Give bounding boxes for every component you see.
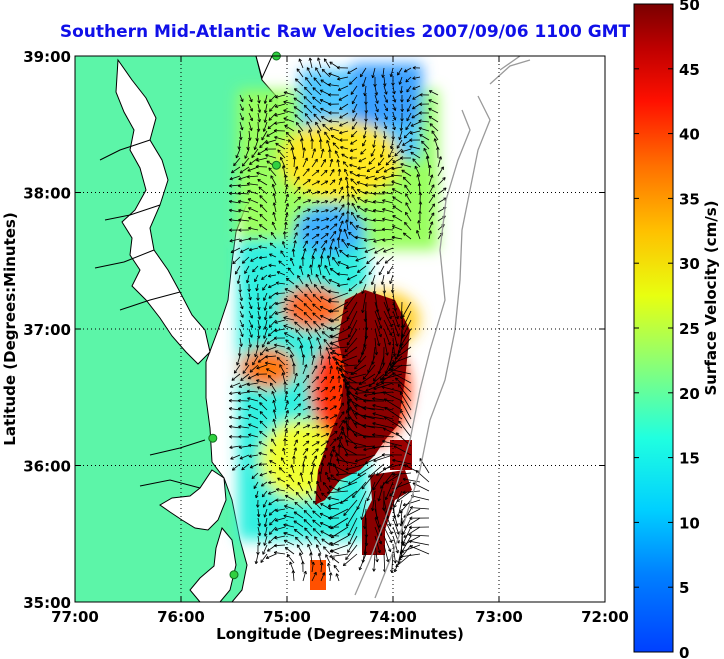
colorbar-tick-label: 5: [679, 579, 689, 597]
colorbar-tick-label: 40: [679, 126, 700, 144]
y-tick-label: 39:00: [23, 48, 71, 66]
colorbar-tick-label: 15: [679, 450, 700, 468]
colorbar-tick-label: 30: [679, 255, 700, 273]
x-tick-label: 76:00: [157, 608, 205, 626]
y-tick-label: 36:00: [23, 458, 71, 476]
x-tick-label: 73:00: [475, 608, 523, 626]
y-tick-label: 37:00: [23, 321, 71, 339]
bays: [115, 56, 273, 602]
y-tick-label: 35:00: [23, 594, 71, 612]
colorbar-label: Surface Velocity (cm/s): [702, 200, 720, 395]
map-grid: [75, 56, 605, 602]
x-tick-label: 77:00: [51, 608, 99, 626]
colorbar-tick-label: 35: [679, 190, 700, 208]
colorbar-tick-label: 45: [679, 61, 700, 79]
colorbar-tick-label: 50: [679, 0, 700, 14]
y-axis-label: Latitude (Degrees:Minutes): [1, 212, 19, 445]
colorbar-tick-label: 0: [679, 644, 689, 659]
pamlico-sound: [189, 526, 237, 602]
y-tick-label: 38:00: [23, 185, 71, 203]
radar-station-marker: [208, 433, 218, 443]
colorbar-tick-label: 25: [679, 320, 700, 338]
albemarle-sound: [159, 469, 227, 531]
colorbar-tick-label: 10: [679, 514, 700, 532]
x-axis-label: Longitude (Degrees:Minutes): [216, 625, 464, 643]
x-tick-label: 75:00: [263, 608, 311, 626]
delaware-bay: [255, 56, 273, 80]
x-axis-ticks: 77:00 76:00 75:00 74:00 73:00 72:00: [51, 56, 629, 626]
colorbar-ramp: [633, 3, 674, 653]
x-tick-label: 74:00: [369, 608, 417, 626]
rivers: [94, 139, 206, 489]
radar-station-marker: [271, 160, 281, 170]
y-axis-ticks: 39:00 38:00 37:00 36:00 35:00: [23, 48, 605, 612]
chesapeake-bay: [115, 58, 211, 365]
bathymetry-contours: [354, 56, 531, 599]
colorbar-tick-label: 20: [679, 385, 700, 403]
radar-station-marker: [229, 570, 239, 580]
map-title: Southern Mid-Atlantic Raw Velocities 200…: [59, 22, 631, 42]
x-tick-label: 72:00: [581, 608, 629, 626]
